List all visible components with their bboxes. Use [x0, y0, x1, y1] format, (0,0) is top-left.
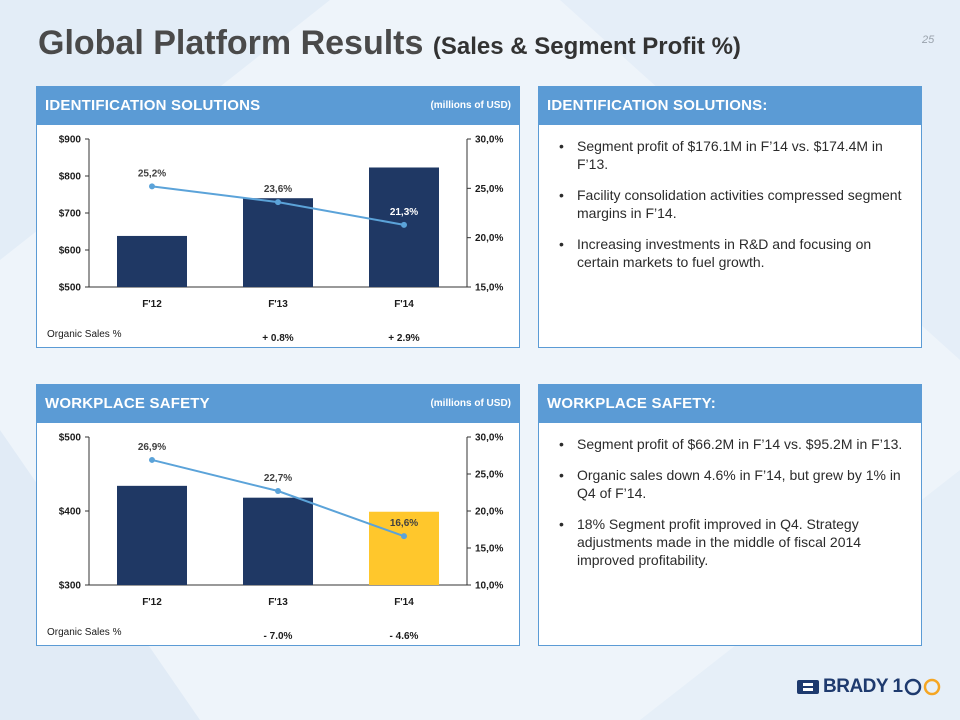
id-text-title: IDENTIFICATION SOLUTIONS: — [547, 97, 768, 114]
data-label: 25,2% — [138, 168, 166, 179]
title-main: Global Platform Results — [38, 24, 424, 62]
ws-sales-chart: $300 $400 $500 10,0% 15,0% 20,0% 25,0% 30,0% F'1… — [47, 433, 503, 643]
ws-chart-header: WORKPLACE SAFETY (millions of USD) — [37, 385, 519, 423]
id-text-header: IDENTIFICATION SOLUTIONS: — [539, 87, 921, 125]
id-text-panel: IDENTIFICATION SOLUTIONS: • Segment profi… — [538, 86, 922, 348]
ws-text-header: WORKPLACE SAFETY: — [539, 385, 921, 423]
line-point — [401, 221, 407, 228]
y-tick-label-right: 25,0% — [475, 184, 503, 195]
data-label: 23,6% — [264, 184, 292, 195]
id-chart-unit: (millions of USD) — [430, 100, 511, 111]
y-tick-label-right: 15,0% — [475, 283, 503, 294]
list-item: • Organic sales down 4.6% in F’14, but gr… — [559, 466, 911, 502]
bullet-icon: • — [559, 236, 564, 252]
data-label: 22,7% — [264, 473, 292, 484]
line-point — [401, 533, 407, 540]
organic-sales-label: Organic Sales % — [47, 329, 122, 340]
bullet-text: Segment profit of $176.1M in F’14 vs. $1… — [577, 138, 883, 172]
list-item: • Segment profit of $176.1M in F’14 vs. $… — [559, 137, 911, 173]
bar — [243, 198, 313, 287]
logo-zeros-icon — [904, 678, 940, 696]
list-item: • 18% Segment profit improved in Q4. Stra… — [559, 515, 911, 569]
ws-text-title: WORKPLACE SAFETY: — [547, 395, 716, 412]
id-chart-title: IDENTIFICATION SOLUTIONS — [45, 97, 261, 114]
ws-chart-title: WORKPLACE SAFETY — [45, 395, 210, 412]
y-tick-label-right: 10,0% — [475, 581, 503, 592]
title-subtitle: (Sales & Segment Profit %) — [432, 33, 741, 60]
line-point — [275, 199, 281, 206]
id-bullet-list: • Segment profit of $176.1M in F’14 vs. $… — [559, 137, 911, 284]
y-tick-label-left: $400 — [59, 507, 82, 518]
data-label: 26,9% — [138, 442, 166, 453]
organic-sales-value: + 2.9% — [388, 333, 420, 344]
organic-sales-value: + 0.8% — [262, 333, 294, 344]
x-tick-label: F'14 — [394, 597, 414, 608]
y-tick-label-left: $500 — [59, 433, 82, 444]
y-tick-label-right: 15,0% — [475, 544, 503, 555]
x-tick-label: F'14 — [394, 299, 414, 310]
organic-sales-value: - 7.0% — [264, 631, 293, 642]
bullet-text: Segment profit of $66.2M in F’14 vs. $95… — [577, 436, 903, 452]
x-tick-label: F'13 — [268, 597, 288, 608]
line-point — [149, 183, 155, 190]
line-point — [275, 488, 281, 495]
list-item: • Increasing investments in R&D and focus… — [559, 235, 911, 271]
ws-bullet-list: • Segment profit of $66.2M in F’14 vs. $9… — [559, 435, 911, 582]
bar — [243, 497, 313, 585]
list-item: • Facility consolidation activities compr… — [559, 186, 911, 222]
logo-text: BRADY 1 — [823, 676, 903, 697]
list-item: • Segment profit of $66.2M in F’14 vs. $9… — [559, 435, 911, 453]
bullet-text: Increasing investments in R&D and focusi… — [577, 236, 872, 270]
ws-chart-unit: (millions of USD) — [430, 398, 511, 409]
bar — [369, 511, 439, 585]
bullet-icon: • — [559, 187, 564, 203]
data-label: 21,3% — [390, 207, 418, 218]
bullet-icon: • — [559, 516, 564, 532]
y-tick-label-left: $700 — [59, 209, 82, 220]
page-title: Global Platform Results (Sales & Segment… — [38, 24, 741, 63]
y-tick-label-left: $900 — [59, 135, 82, 146]
x-tick-label: F'12 — [142, 299, 162, 310]
organic-sales-label: Organic Sales % — [47, 627, 122, 638]
page-number: 25 — [922, 34, 935, 46]
bullet-icon: • — [559, 467, 564, 483]
x-tick-label: F'12 — [142, 597, 162, 608]
id-chart-header: IDENTIFICATION SOLUTIONS (millions of US… — [37, 87, 519, 125]
brady-logo-icon — [797, 680, 819, 694]
y-tick-label-left: $500 — [59, 283, 82, 294]
brady-logo: BRADY 1 — [797, 676, 942, 698]
y-tick-label-right: 20,0% — [475, 233, 503, 244]
ws-text-panel: WORKPLACE SAFETY: • Segment profit of $66… — [538, 384, 922, 646]
y-tick-label-right: 30,0% — [475, 135, 503, 146]
y-tick-label-right: 30,0% — [475, 433, 503, 444]
bar — [117, 235, 187, 287]
bullet-icon: • — [559, 138, 564, 154]
y-tick-label-right: 20,0% — [475, 507, 503, 518]
bullet-text: Organic sales down 4.6% in F’14, but gre… — [577, 467, 901, 501]
y-tick-label-right: 25,0% — [475, 470, 503, 481]
id-chart-panel: IDENTIFICATION SOLUTIONS (millions of US… — [36, 86, 520, 348]
ws-chart-panel: WORKPLACE SAFETY (millions of USD) $300 $… — [36, 384, 520, 646]
id-sales-chart: $500 $600 $700 $800 $900 15,0% 20,0% 25,0% 30,0%… — [47, 135, 503, 345]
line-point — [149, 456, 155, 463]
bullet-icon: • — [559, 436, 564, 452]
bullet-text: 18% Segment profit improved in Q4. Strat… — [577, 516, 862, 568]
x-tick-label: F'13 — [268, 299, 288, 310]
bullet-text: Facility consolidation activities compre… — [577, 187, 902, 221]
data-label: 16,6% — [390, 518, 418, 529]
y-tick-label-left: $300 — [59, 581, 82, 592]
bar — [117, 485, 187, 585]
y-tick-label-left: $800 — [59, 172, 82, 183]
y-tick-label-left: $600 — [59, 246, 82, 257]
organic-sales-value: - 4.6% — [390, 631, 419, 642]
